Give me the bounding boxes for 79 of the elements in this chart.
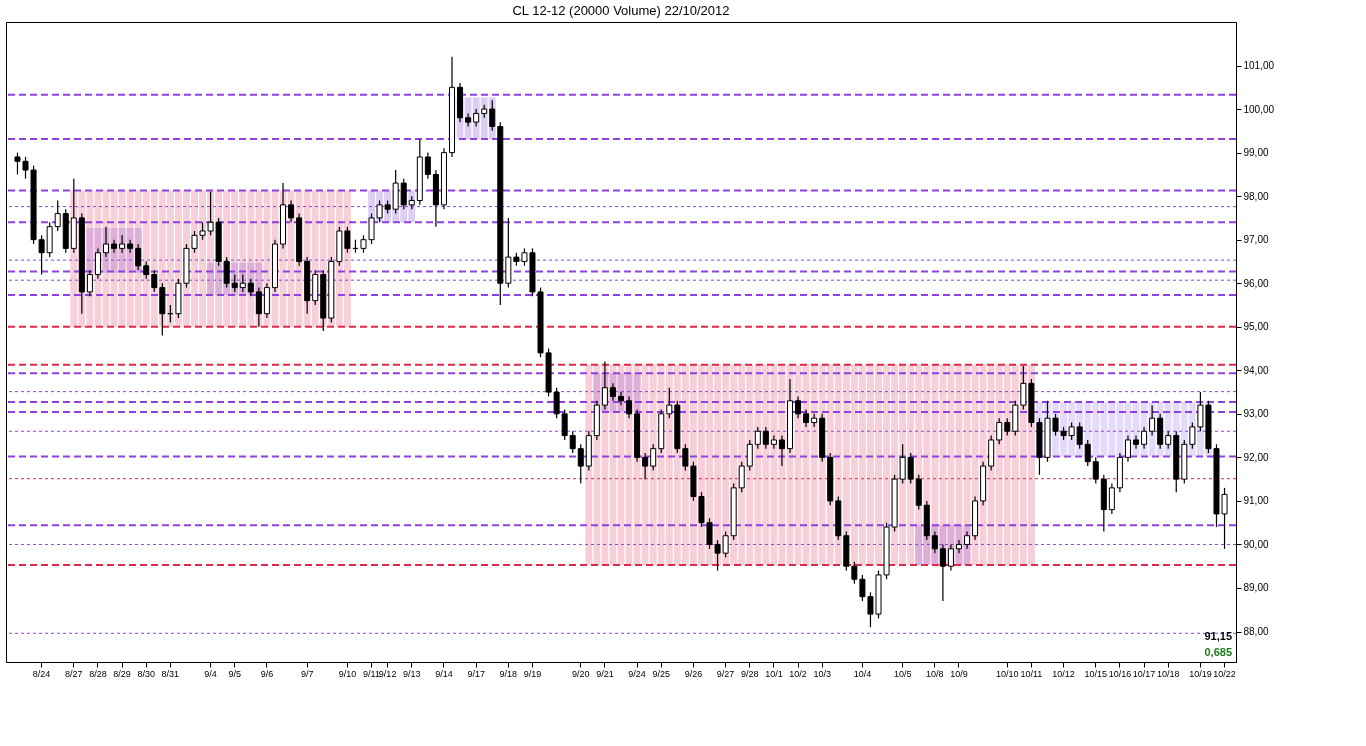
x-tick-label: 10/9 (950, 668, 968, 679)
y-tick-label: 89,00 (1243, 582, 1269, 594)
x-tick-label: 10/8 (926, 668, 944, 679)
y-tick-label: 97,00 (1243, 234, 1269, 246)
x-tick-label: 10/16 (1108, 668, 1132, 679)
y-tick-label: 92,00 (1243, 451, 1269, 463)
candlestick (288, 199, 295, 223)
y-tick-label: 99,00 (1243, 147, 1269, 159)
y-tick-label: 98,00 (1243, 190, 1269, 202)
x-tick-label: 9/7 (300, 668, 314, 679)
x-tick-label: 10/19 (1189, 668, 1212, 679)
candlestick (996, 417, 1003, 445)
candlestick (561, 408, 568, 441)
x-tick-label: 9/18 (499, 668, 518, 679)
x-tick-label: 9/11 (363, 668, 380, 679)
x-tick-label: 9/20 (572, 668, 590, 679)
x-tick-label: 9/12 (378, 668, 397, 679)
candlestick (762, 426, 769, 450)
candlestick (907, 452, 914, 485)
candlestick (746, 439, 753, 472)
x-tick-label: 9/4 (204, 668, 217, 679)
x-tick-label: 9/28 (740, 668, 759, 679)
x-tick-label: 8/28 (89, 668, 107, 679)
x-tick-label: 9/10 (338, 668, 357, 679)
x-tick-label: 8/29 (113, 668, 131, 679)
x-tick-label: 10/17 (1132, 668, 1156, 679)
y-tick-label: 90,00 (1243, 538, 1269, 550)
x-tick-label: 10/2 (789, 668, 807, 679)
candlestick (569, 430, 576, 454)
x-tick-label: 10/1 (765, 668, 783, 679)
candlestick (754, 426, 761, 450)
x-tick-label: 10/15 (1084, 668, 1108, 679)
candlestick (424, 152, 431, 180)
x-tick-label: 10/3 (813, 668, 831, 679)
x-tick-label: 8/30 (137, 668, 155, 679)
x-tick-label: 10/10 (996, 668, 1019, 679)
candlestick (795, 395, 802, 419)
candlestick (738, 461, 745, 493)
x-tick-label: 10/12 (1052, 668, 1075, 679)
x-tick-label: 9/17 (467, 668, 485, 679)
x-tick-label: 9/21 (596, 668, 614, 679)
y-tick-label: 95,00 (1243, 321, 1269, 333)
x-tick-label: 9/14 (435, 668, 453, 679)
candlestick (811, 413, 818, 428)
annotation: 91,15 (1204, 630, 1232, 642)
x-tick-label: 9/26 (684, 668, 703, 679)
x-tick-label: 10/22 (1213, 668, 1236, 679)
candlestick (1092, 456, 1099, 485)
x-tick-label: 8/31 (161, 668, 180, 679)
candlestick (577, 443, 584, 485)
candlestick (778, 435, 785, 467)
x-tick-label: 9/13 (403, 668, 421, 679)
x-tick-label: 10/18 (1156, 668, 1180, 679)
x-tick-label: 8/27 (65, 668, 83, 679)
y-tick-label: 94,00 (1243, 364, 1269, 376)
y-tick-label: 100,00 (1243, 103, 1275, 115)
x-tick-label: 9/6 (260, 668, 274, 679)
candlestick (650, 443, 657, 472)
x-tick-label: 9/25 (652, 668, 670, 679)
y-tick-label: 88,00 (1243, 626, 1269, 638)
y-tick-label: 101,00 (1243, 60, 1275, 72)
y-tick-label: 96,00 (1243, 277, 1269, 289)
x-tick-label: 10/11 (1020, 668, 1043, 679)
candlestick (151, 269, 158, 293)
x-tick-label: 9/27 (716, 668, 735, 679)
y-tick-label: 91,00 (1243, 495, 1269, 507)
annotation: 0,685 (1204, 646, 1232, 658)
candlestick (642, 452, 649, 480)
x-tick-label: 9/5 (228, 668, 241, 679)
x-tick-label: 9/24 (628, 668, 646, 679)
x-tick-label: 8/24 (32, 668, 51, 679)
x-tick-label: 10/4 (853, 668, 872, 679)
candlestick (54, 199, 61, 232)
x-tick-label: 9/19 (523, 668, 542, 679)
candlestick (666, 387, 673, 419)
x-tick-label: 10/5 (893, 668, 912, 679)
chart-title: CL 12-12 (20000 Volume) 22/10/2012 (512, 3, 730, 18)
candlestick (1108, 482, 1115, 515)
y-tick-label: 93,00 (1243, 408, 1269, 420)
